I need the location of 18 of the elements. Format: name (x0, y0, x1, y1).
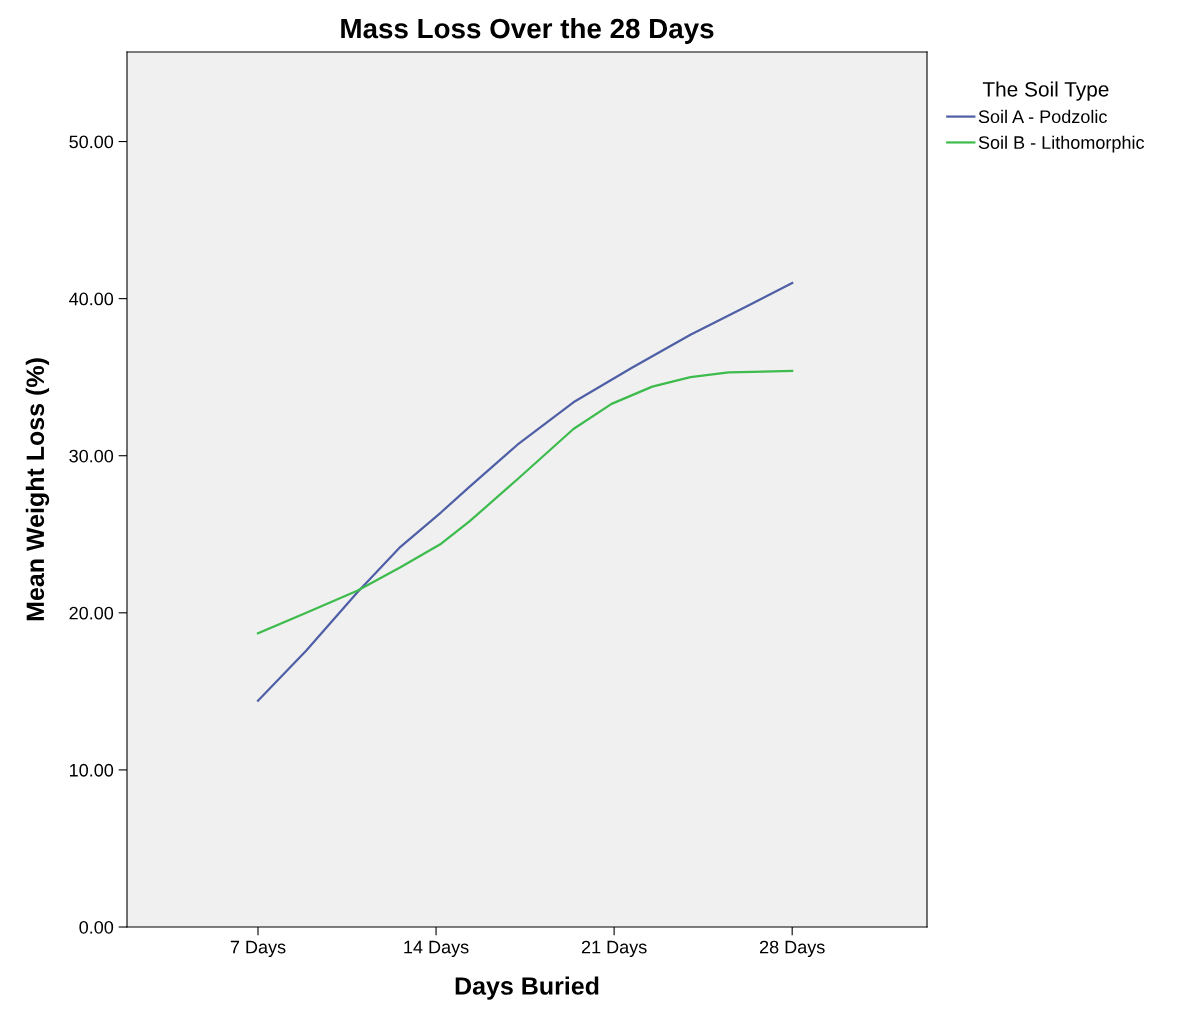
x-tick-label: 7 Days (230, 940, 286, 958)
x-tick-label: 14 Days (404, 940, 469, 958)
y-tick-label: 0.00 (79, 920, 114, 934)
line-series (256, 281, 794, 702)
line-series (256, 369, 794, 635)
y-tick-label: 40.00 (69, 292, 114, 306)
y-tick-label: 30.00 (69, 449, 114, 463)
legend-title: The Soil Type (982, 81, 1109, 101)
legend-label: Soil A - Podzolic (978, 109, 1107, 124)
x-tick-label: 28 Days (759, 940, 825, 958)
chart-title: Mass Loss Over the 28 Days (341, 17, 714, 44)
x-axis-title: Days Buried (455, 976, 599, 1000)
y-tick-label: 10.00 (70, 763, 114, 777)
y-axis-title: Mean Weight Loss (%) (25, 358, 50, 621)
x-tick-label: 21 Days (581, 940, 647, 958)
y-tick-label: 50.00 (69, 135, 114, 149)
legend-label: Soil B - Lithomorphic (978, 135, 1145, 153)
y-tick-label: 20.00 (69, 606, 114, 620)
